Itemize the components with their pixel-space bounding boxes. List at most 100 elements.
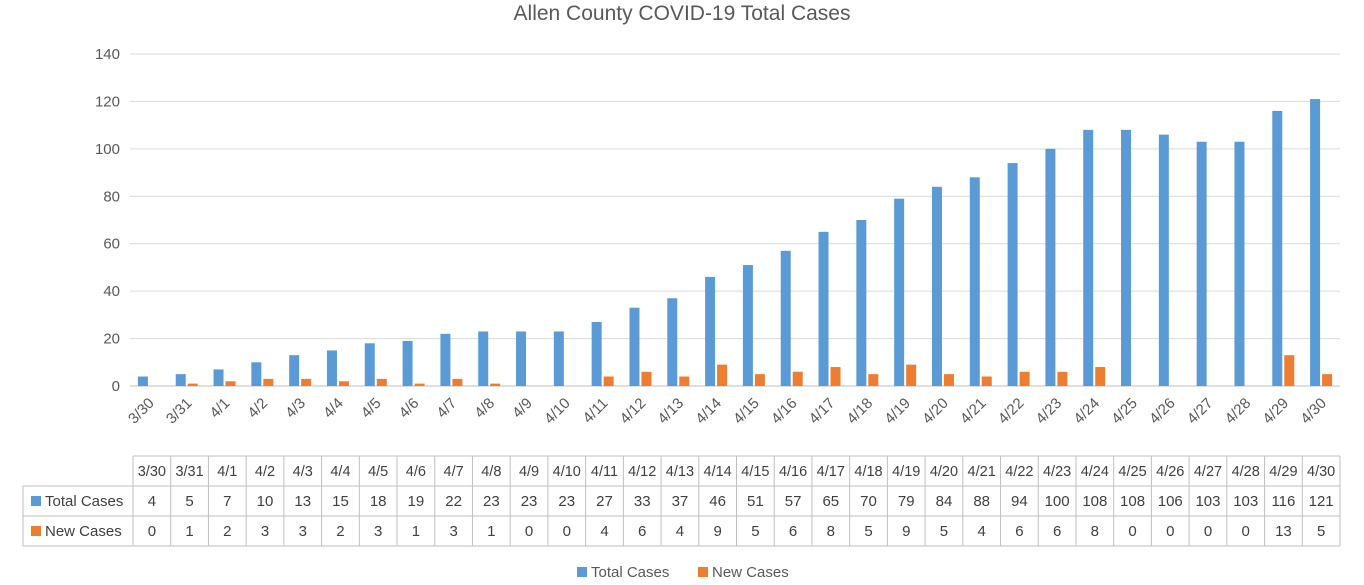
bar-total-cases [780,250,791,386]
bar-new-cases [1284,355,1295,386]
bar-total-cases [1083,129,1094,386]
bar-total-cases [213,369,224,386]
x-tick-label: 4/14 [692,395,725,428]
bar-new-cases [338,381,349,386]
legend: Total Cases New Cases [577,564,789,581]
bar-new-cases [830,367,841,386]
table-header-cell: 3/31 [175,464,203,480]
x-tick-label: 4/22 [995,395,1028,428]
table-value-cell: 8 [827,523,835,540]
x-tick-label: 4/7 [433,395,460,422]
table-header-cell: 4/20 [930,464,958,480]
table-header-cell: 4/23 [1043,464,1071,480]
x-tick-label: 4/6 [396,395,423,422]
table-header-cell: 4/9 [519,464,539,480]
bar-total-cases [1234,141,1245,386]
bar-new-cases [225,381,236,386]
bar-total-cases [931,186,942,386]
table-header-cell: 4/28 [1232,464,1260,480]
bar-total-cases [1196,141,1207,386]
x-tick-label: 4/11 [580,395,612,427]
bar-total-cases [289,355,300,386]
table-value-cell: 5 [864,523,872,540]
bar-total-cases [402,340,413,386]
bar-total-cases [478,331,489,386]
x-tick-label: 4/21 [957,395,990,428]
table-value-cell: 3 [374,523,382,540]
bar-total-cases [856,220,867,386]
x-tick-label: 3/31 [163,395,196,428]
x-tick-label: 4/24 [1070,395,1103,428]
table-header-cell: 3/30 [138,464,166,480]
table-value-cell: 4 [978,523,986,540]
table-header-cell: 4/15 [741,464,769,480]
x-tick-label: 4/13 [654,395,687,428]
table-value-cell: 23 [483,493,500,510]
table-value-cell: 6 [1015,523,1023,540]
bar-total-cases [818,231,829,386]
table-header-cell: 4/13 [666,464,694,480]
bar-new-cases [1019,371,1030,386]
bar-new-cases [981,376,992,386]
bar-new-cases [1322,374,1333,386]
table-header-cell: 4/7 [444,464,464,480]
bar-new-cases [452,378,463,386]
table-value-cell: 8 [1091,523,1099,540]
chart-title: Allen County COVID-19 Total Cases [514,2,851,25]
x-tick-label: 4/10 [541,395,574,428]
table-value-cell: 6 [638,523,646,540]
bar-total-cases [553,331,564,386]
bar-total-cases [1272,110,1283,387]
table-value-cell: 65 [822,493,839,510]
y-tick-label: 60 [103,236,120,253]
x-tick-label: 3/30 [125,395,158,428]
table-value-cell: 0 [1242,523,1250,540]
table-header-cell: 4/6 [406,464,426,480]
table-value-cell: 121 [1309,493,1334,510]
table-header-cell: 4/27 [1194,464,1222,480]
table-value-cell: 103 [1195,493,1220,510]
table-value-cell: 108 [1120,493,1145,510]
y-tick-label: 140 [95,46,120,63]
table-header-cell: 4/30 [1307,464,1335,480]
table-value-cell: 1 [185,523,193,540]
bar-total-cases [137,376,148,386]
x-tick-label: 4/2 [244,395,271,422]
table-value-cell: 5 [940,523,948,540]
table-row-label: New Cases [45,523,122,540]
table-value-cell: 46 [709,493,726,510]
table-header-cell: 4/12 [628,464,656,480]
table-value-cell: 2 [223,523,231,540]
gridlines [130,53,1340,387]
table-value-cell: 4 [600,523,608,540]
table-value-cell: 10 [257,493,274,510]
bar-new-cases [1095,367,1106,386]
table-value-cell: 4 [676,523,684,540]
bar-total-cases [1007,163,1018,386]
bar-total-cases [516,331,527,386]
table-value-cell: 23 [558,493,575,510]
table-legend-swatch [31,526,41,536]
bar-new-cases [603,376,614,386]
bar-new-cases [414,383,425,386]
table-value-cell: 4 [148,493,156,510]
table-header-cell: 4/16 [779,464,807,480]
table-value-cell: 84 [936,493,953,510]
x-tick-label: 4/8 [471,395,498,422]
table-header-cell: 4/11 [591,464,618,480]
bar-total-cases [667,298,678,386]
bar-total-cases [326,350,337,386]
table-value-cell: 9 [902,523,910,540]
table-value-cell: 0 [563,523,571,540]
table-header-cell: 4/5 [368,464,388,480]
table-header-cell: 4/1 [217,464,237,480]
table-header-cell: 4/18 [854,464,882,480]
table-value-cell: 3 [449,523,457,540]
x-tick-label: 4/29 [1259,395,1292,428]
y-tick-label: 100 [95,141,120,158]
table-value-cell: 3 [261,523,269,540]
y-tick-label: 120 [95,93,120,110]
table-header-cell: 4/25 [1118,464,1146,480]
y-tick-label: 0 [112,378,120,395]
